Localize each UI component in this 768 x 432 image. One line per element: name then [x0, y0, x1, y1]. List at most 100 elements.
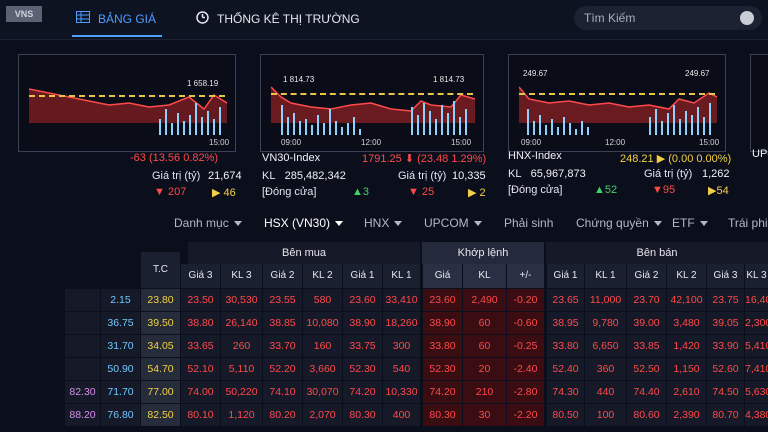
cell-reference: 77.00: [140, 380, 180, 403]
peak-label-left: 249.67: [523, 69, 548, 78]
search-box[interactable]: [574, 6, 762, 30]
cell-buy-4: 80.30: [342, 403, 382, 426]
cell-buy-2: 80.20: [262, 403, 302, 426]
cell-buy-2: 23.55: [262, 288, 302, 311]
cell-match-0: 23.60: [422, 288, 462, 311]
index-name: VN30-Index: [262, 152, 321, 164]
peak-label-left: 1 814.73: [283, 75, 315, 84]
col-header-buy-2: Giá 2: [262, 264, 302, 288]
filter-bonds-label: Trái phi: [728, 216, 768, 230]
cell-sell-4: 33.90: [706, 334, 744, 357]
cell-match-1: 210: [462, 380, 506, 403]
cell-floor: 50.90: [100, 357, 140, 380]
unchanged-count-value: 2: [479, 187, 486, 199]
cell-sell-2: 39.00: [626, 311, 666, 334]
cell-floor: 71.70: [100, 380, 140, 403]
cell-sell-1: 11,000: [584, 288, 626, 311]
cell-floor: 36.75: [100, 311, 140, 334]
cell-sell-1: 6,650: [584, 334, 626, 357]
unchanged-count: ▶ 46: [212, 187, 236, 199]
index-card-hnx[interactable]: 249.67 249.67 09:00 12:00 15:00: [508, 54, 726, 152]
cell-buy-1: 30,530: [220, 288, 262, 311]
cell-sell-5: 2,300: [744, 311, 768, 334]
filter-derivatives[interactable]: Phải sinh: [504, 216, 553, 230]
time-label-mid: 12:00: [361, 138, 382, 147]
cell-buy-0: 38.80: [180, 311, 220, 334]
filter-bonds[interactable]: Trái phi: [728, 216, 768, 230]
filter-warrants[interactable]: Chứng quyền: [576, 216, 662, 230]
cell-buy-0: 74.00: [180, 380, 220, 403]
cell-sell-3: 42,100: [666, 288, 706, 311]
cell-buy-2: 33.70: [262, 334, 302, 357]
index-change: (0.00 0.00%): [668, 153, 732, 165]
col-header-buy-1: KL 3: [220, 264, 262, 288]
cell-buy-0: 52.10: [180, 357, 220, 380]
cell-buy-1: 260: [220, 334, 262, 357]
logo: VNS: [6, 6, 42, 22]
cell-buy-0: 33.65: [180, 334, 220, 357]
filter-etf-label: ETF: [672, 216, 695, 230]
reference-line: [29, 95, 225, 97]
cell-buy-4: 74.20: [342, 380, 382, 403]
cell-match-2: -0.20: [506, 288, 544, 311]
index-card-vn30[interactable]: 1 814.73 1 814.73 09:00 12:00 15:00: [260, 54, 484, 152]
volume-bars: [527, 103, 711, 135]
col-header-buy-0: Giá 3: [180, 264, 220, 288]
volume-bars: [281, 101, 467, 135]
col-header-match-2: +/-: [506, 264, 544, 288]
tab-market-stats[interactable]: THỐNG KÊ THỊ TRƯỜNG: [196, 11, 360, 27]
index-card-vnindex[interactable]: 1 658.19 15:00: [18, 54, 236, 152]
chevron-down-icon: [394, 220, 403, 226]
cell-buy-5: 10,330: [382, 380, 420, 403]
col-header-sell-1: KL 1: [584, 264, 626, 288]
cell-sell-3: 3,480: [666, 311, 706, 334]
index-card-upcom[interactable]: [750, 54, 768, 152]
search-input[interactable]: [584, 11, 734, 25]
index-change: -63 (13.56 0.82%): [130, 152, 219, 164]
filter-upcom[interactable]: UPCOM: [424, 216, 482, 230]
cell-sell-1: 440: [584, 380, 626, 403]
cell-buy-0: 23.50: [180, 288, 220, 311]
cell-sell-5: 4,380: [744, 403, 768, 426]
cell-buy-4: 23.60: [342, 288, 382, 311]
cell-reference: 23.80: [140, 288, 180, 311]
group-header-buy: Bên mua: [188, 242, 420, 264]
col-header-match-1: KL: [462, 264, 506, 288]
value-label: Giá trị (tỷ): [398, 170, 447, 182]
search-icon[interactable]: [740, 11, 754, 25]
volume-value: 65,967,873: [530, 168, 586, 180]
filter-hsx-vn30[interactable]: HSX (VN30): [264, 216, 344, 230]
cell-buy-2: 52.20: [262, 357, 302, 380]
cell-sell-3: 1,150: [666, 357, 706, 380]
tab-price-board[interactable]: BẢNG GIÁ: [71, 11, 163, 37]
col-header-sell-3: KL 2: [666, 264, 706, 288]
cell-match-2: -2.80: [506, 380, 544, 403]
peak-label: 1 658.19: [187, 79, 219, 88]
cell-reference: 82.50: [140, 403, 180, 426]
unchanged-count-value: 46: [223, 187, 236, 199]
cell-match-2: -2.20: [506, 403, 544, 426]
col-header-sell-5: KL 3: [744, 264, 768, 288]
cell-sell-3: 2,390: [666, 403, 706, 426]
cell-sell-0: 80.50: [546, 403, 584, 426]
index-change: (23.48 1.29%): [417, 153, 487, 165]
cell-buy-1: 26,140: [220, 311, 262, 334]
chevron-down-icon: [473, 220, 482, 226]
filter-hnx[interactable]: HNX: [364, 216, 403, 230]
peak-label-right: 1 814.73: [433, 75, 465, 84]
advancers-count: ▲3: [352, 186, 370, 198]
cell-ceiling: [64, 334, 100, 357]
filter-etf[interactable]: ETF: [672, 216, 708, 230]
cell-sell-2: 80.60: [626, 403, 666, 426]
filter-watchlist[interactable]: Danh mục: [174, 216, 242, 230]
filter-warrants-label: Chứng quyền: [576, 216, 649, 230]
kl-label: KL: [508, 168, 522, 180]
time-label: 15:00: [209, 138, 230, 147]
cell-sell-0: 74.30: [546, 380, 584, 403]
cell-match-1: 2,490: [462, 288, 506, 311]
session-status: [Đóng cửa]: [262, 186, 317, 198]
filter-derivatives-label: Phải sinh: [504, 216, 554, 230]
cell-buy-5: 400: [382, 403, 420, 426]
cell-match-2: -2.40: [506, 357, 544, 380]
